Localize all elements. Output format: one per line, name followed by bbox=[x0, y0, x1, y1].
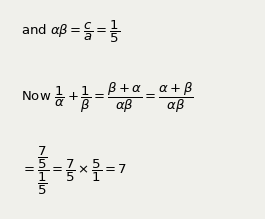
Text: Now $\dfrac{1}{\alpha} + \dfrac{1}{\beta} = \dfrac{\beta + \alpha}{\alpha\beta} : Now $\dfrac{1}{\alpha} + \dfrac{1}{\beta… bbox=[21, 80, 194, 115]
Text: and $\alpha\beta = \dfrac{c}{a} = \dfrac{1}{5}$: and $\alpha\beta = \dfrac{c}{a} = \dfrac… bbox=[21, 19, 120, 45]
Text: $= \dfrac{\dfrac{7}{5}}{\dfrac{1}{5}} = \dfrac{7}{5} \times \dfrac{5}{1} = 7$: $= \dfrac{\dfrac{7}{5}}{\dfrac{1}{5}} = … bbox=[21, 145, 127, 197]
